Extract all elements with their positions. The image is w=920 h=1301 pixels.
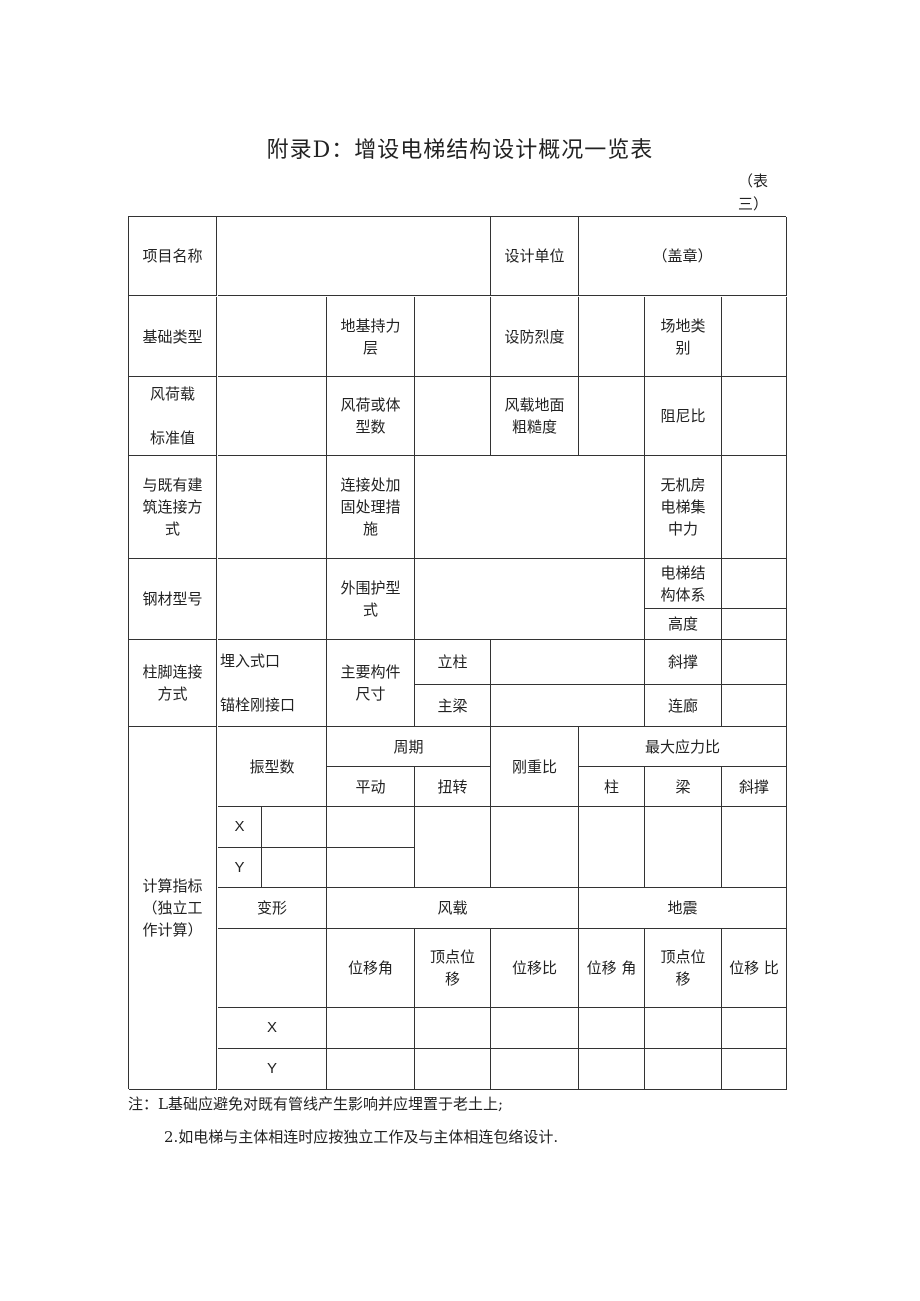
table-cell: 项目名称 — [129, 217, 217, 296]
table-cell: 梁 — [645, 767, 722, 807]
table-cell: 计算指标 （独立工 作计算） — [129, 727, 217, 1090]
table-cell: 风荷或体 型数 — [327, 377, 415, 456]
table-cell: 无机房 电梯集 中力 — [645, 456, 722, 559]
table-cell: 地震 — [579, 888, 787, 929]
table-cell — [218, 559, 327, 640]
table-cell — [415, 456, 645, 559]
table-cell — [579, 1008, 645, 1049]
table-cell: 电梯结 构体系 — [645, 559, 722, 609]
table-cell — [415, 807, 491, 888]
table-cell: 位移角 — [327, 929, 415, 1008]
table-cell: 连接处加 固处理措 施 — [327, 456, 415, 559]
table-cell — [415, 1008, 491, 1049]
table-cell — [262, 848, 327, 888]
table-cell: 外围护型 式 — [327, 559, 415, 640]
table-cell: 场地类 别 — [645, 297, 722, 377]
table-cell: （盖章） — [579, 217, 787, 296]
table-cell — [491, 640, 645, 685]
table-cell: 风载 — [327, 888, 579, 929]
table-cell: Y — [218, 1049, 327, 1090]
table-cell: 埋入式口 锚栓刚接口 — [218, 640, 327, 727]
table-cell — [415, 559, 645, 640]
table-cell — [327, 848, 415, 888]
table-cell: 高度 — [645, 609, 722, 640]
table-cell: 周期 — [327, 727, 491, 767]
table-cell: 平动 — [327, 767, 415, 807]
table-cell: 振型数 — [218, 727, 327, 807]
table-cell: 设防烈度 — [491, 297, 579, 377]
table-cell: 柱 — [579, 767, 645, 807]
table-cell: 斜撑 — [645, 640, 722, 685]
table-cell: 阻尼比 — [645, 377, 722, 456]
table-cell — [645, 807, 722, 888]
note-2: 2.如电梯与主体相连时应按独立工作及与主体相连包络设计. — [164, 1128, 559, 1146]
table-cell — [218, 929, 327, 1008]
table-cell — [579, 807, 645, 888]
table-cell — [722, 456, 787, 559]
table-cell — [218, 456, 327, 559]
table-cell: 地基持力 层 — [327, 297, 415, 377]
table-cell: 位移 比 — [722, 929, 787, 1008]
table-cell — [722, 297, 787, 377]
table-cell — [327, 807, 415, 848]
table-cell — [327, 1008, 415, 1049]
table-cell — [415, 297, 491, 377]
table-cell — [579, 297, 645, 377]
table-cell — [579, 377, 645, 456]
table-cell: 设计单位 — [491, 217, 579, 296]
table-cell — [491, 807, 579, 888]
table-number: （表三） — [737, 172, 768, 213]
table-cell: 主要构件 尺寸 — [327, 640, 415, 727]
table-cell: 主梁 — [415, 685, 491, 727]
table-cell — [491, 685, 645, 727]
table-cell — [722, 1049, 787, 1090]
table-cell — [722, 685, 787, 727]
table-cell: 钢材型号 — [129, 559, 217, 640]
table-cell — [218, 217, 491, 296]
table-cell: Y — [218, 848, 262, 888]
table-cell: 斜撑 — [722, 767, 787, 807]
table-cell — [722, 377, 787, 456]
table-cell — [722, 1008, 787, 1049]
note-1: 注：L基础应避免对既有管线产生影响并应埋置于老土上; — [128, 1095, 504, 1113]
table-cell: 顶点位 移 — [645, 929, 722, 1008]
table-cell — [218, 297, 327, 377]
table-cell: 位移比 — [491, 929, 579, 1008]
table-cell — [415, 377, 491, 456]
table-cell: 基础类型 — [129, 297, 217, 377]
table-cell: 与既有建 筑连接方 式 — [129, 456, 217, 559]
elevator-design-summary-table: 项目名称 设计单位 （盖章） 基础类型 地基持力 层设防烈度 场地类 别风荷载 标准值 风荷… — [128, 216, 787, 1090]
table-cell — [722, 640, 787, 685]
table-cell — [218, 377, 327, 456]
table-cell: 最大应力比 — [579, 727, 787, 767]
table-cell: X — [218, 807, 262, 848]
table-cell: 顶点位 移 — [415, 929, 491, 1008]
table-cell — [579, 1049, 645, 1090]
table-cell — [491, 1008, 579, 1049]
table-cell — [491, 1049, 579, 1090]
table-cell: 位移 角 — [579, 929, 645, 1008]
table-cell — [722, 807, 787, 888]
table-cell: 刚重比 — [491, 727, 579, 807]
table-cell — [722, 609, 787, 640]
table-cell — [262, 807, 327, 848]
table-cell: 扭转 — [415, 767, 491, 807]
table-cell: 风载地面 粗糙度 — [491, 377, 579, 456]
table-cell — [415, 1049, 491, 1090]
table-cell: 柱脚连接 方式 — [129, 640, 217, 727]
table-cell: 连廊 — [645, 685, 722, 727]
table-cell: 立柱 — [415, 640, 491, 685]
table-cell — [645, 1008, 722, 1049]
table-cell — [645, 1049, 722, 1090]
table-cell: X — [218, 1008, 327, 1049]
table-cell: 风荷载 标准值 — [129, 377, 217, 456]
page-title: 附录D：增设电梯结构设计概况一览表 — [266, 138, 654, 163]
table-cell: 变形 — [218, 888, 327, 929]
table-cell — [327, 1049, 415, 1090]
table-cell — [722, 559, 787, 609]
